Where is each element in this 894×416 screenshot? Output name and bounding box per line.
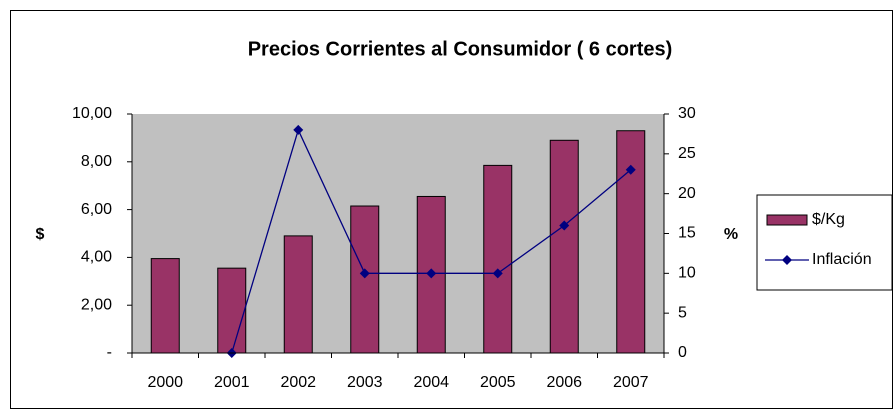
legend-marker xyxy=(782,255,792,265)
x-tick-label: 2002 xyxy=(280,374,316,391)
marker xyxy=(359,268,370,279)
bar xyxy=(483,164,513,354)
plot-area xyxy=(132,114,664,353)
marker xyxy=(426,268,437,279)
y2-tick-label: 25 xyxy=(678,145,696,162)
y2-tick-label: 5 xyxy=(678,304,687,321)
x-tick-label: 2007 xyxy=(613,374,649,391)
y2-tick-label: 10 xyxy=(678,265,696,282)
x-tick-label: 2006 xyxy=(546,374,582,391)
x-tick-label: 2005 xyxy=(480,374,516,391)
y2-tick-label: 30 xyxy=(678,105,696,122)
marker xyxy=(625,164,636,175)
bar xyxy=(549,139,579,354)
chart-title: Precios Corrientes al Consumidor ( 6 cor… xyxy=(248,38,673,60)
legend-swatch xyxy=(766,214,808,226)
y-tick-label: 10,00 xyxy=(72,105,112,122)
bar xyxy=(150,258,180,354)
bar xyxy=(350,205,380,354)
y-tick-label: 4,00 xyxy=(81,249,112,266)
y2-tick-label: 15 xyxy=(678,225,696,242)
y-axis-label: $ xyxy=(36,226,45,243)
y2-tick-label: 0 xyxy=(678,344,687,361)
x-tick-label: 2001 xyxy=(214,374,250,391)
y2-tick-label: 20 xyxy=(678,185,696,202)
marker xyxy=(293,124,304,135)
y-tick-label: 6,00 xyxy=(81,201,112,218)
marker xyxy=(492,268,503,279)
x-tick-label: 2004 xyxy=(413,374,449,391)
bar xyxy=(283,235,313,354)
marker xyxy=(559,220,570,231)
y-tick-label: 8,00 xyxy=(81,153,112,170)
y-tick-label: - xyxy=(107,344,112,361)
y2-axis-label: % xyxy=(724,226,738,243)
legend-label: Inflación xyxy=(812,251,872,268)
x-tick-label: 2000 xyxy=(147,374,183,391)
bar xyxy=(616,130,646,354)
x-tick-label: 2003 xyxy=(347,374,383,391)
bar xyxy=(217,267,247,354)
legend-label: $/Kg xyxy=(812,211,845,228)
legend-box xyxy=(756,194,893,291)
y-tick-label: 2,00 xyxy=(81,296,112,313)
